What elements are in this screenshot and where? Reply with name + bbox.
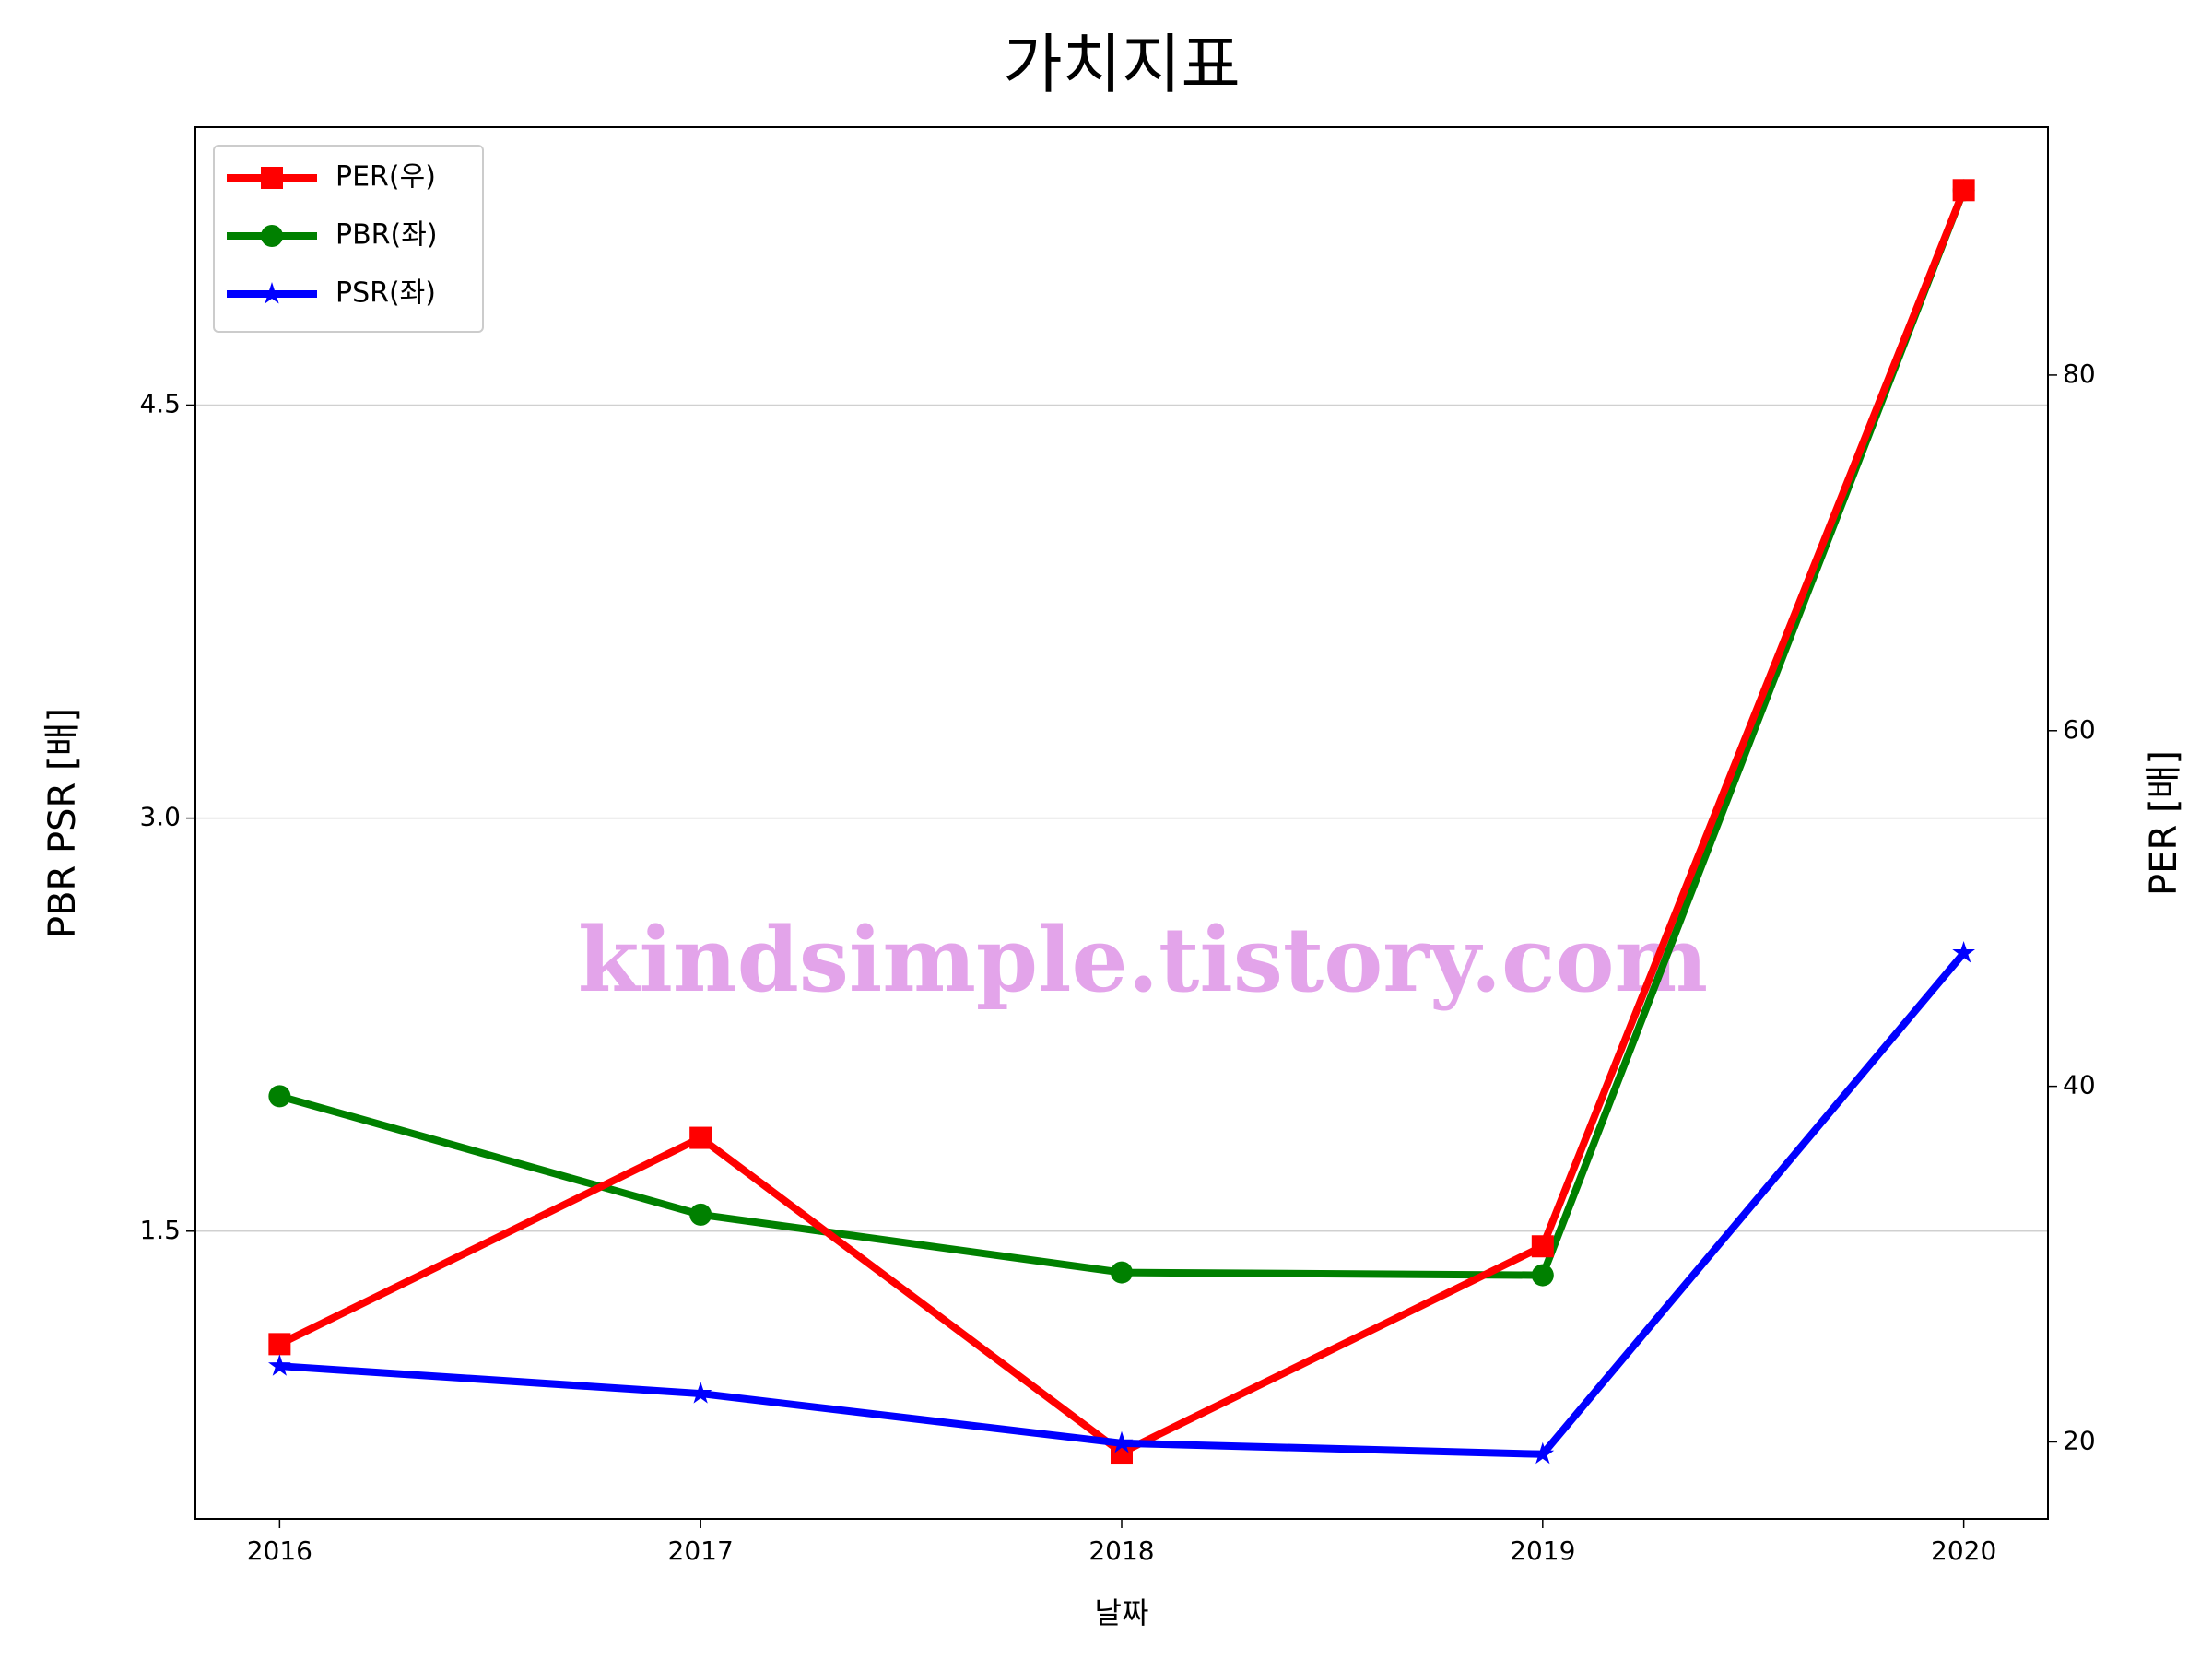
plot-frame <box>194 126 2049 1520</box>
legend-marker <box>261 225 283 247</box>
x-tick-label: 2019 <box>1510 1535 1575 1566</box>
y-tick-label: 1.5 <box>139 1215 181 1245</box>
legend-label: PER(우) <box>335 161 436 194</box>
data-point <box>1531 1264 1554 1287</box>
x-axis-label: 날짜 <box>1095 1595 1149 1630</box>
y2-tick-label: 40 <box>2063 1070 2096 1100</box>
x-tick-label: 2016 <box>247 1535 312 1566</box>
legend-marker <box>261 167 283 189</box>
data-point <box>1952 179 1975 202</box>
y-tick-label: 4.5 <box>139 388 181 418</box>
chart-title: 가치지표 <box>1003 27 1241 102</box>
x-tick-label: 2017 <box>668 1535 734 1566</box>
y2-tick-label: 20 <box>2063 1425 2096 1455</box>
legend-box <box>213 145 484 333</box>
y2-axis-label: PER [배] <box>2143 750 2185 896</box>
watermark: kindsimple.tistory.com <box>578 908 1708 1012</box>
y2-tick-label: 80 <box>2063 359 2096 389</box>
data-point <box>689 1126 712 1149</box>
data-point <box>268 1333 291 1356</box>
data-point <box>1110 1430 1134 1453</box>
y2-tick-label: 60 <box>2063 714 2096 745</box>
legend-label: PSR(좌) <box>335 277 436 310</box>
data-point <box>1952 941 1975 963</box>
x-tick-label: 2018 <box>1088 1535 1154 1566</box>
data-point <box>1531 1441 1555 1465</box>
y-axis-label: PBR PSR [배] <box>41 708 84 938</box>
legend-marker <box>260 282 284 304</box>
data-point <box>1111 1261 1133 1284</box>
data-point <box>688 1382 712 1404</box>
data-point <box>689 1203 712 1226</box>
data-point <box>1531 1235 1554 1258</box>
data-point <box>268 1354 291 1376</box>
y-tick-label: 3.0 <box>139 802 181 832</box>
legend-label: PBR(좌) <box>335 219 438 252</box>
x-tick-label: 2020 <box>1931 1535 1996 1566</box>
data-point <box>268 1085 291 1108</box>
